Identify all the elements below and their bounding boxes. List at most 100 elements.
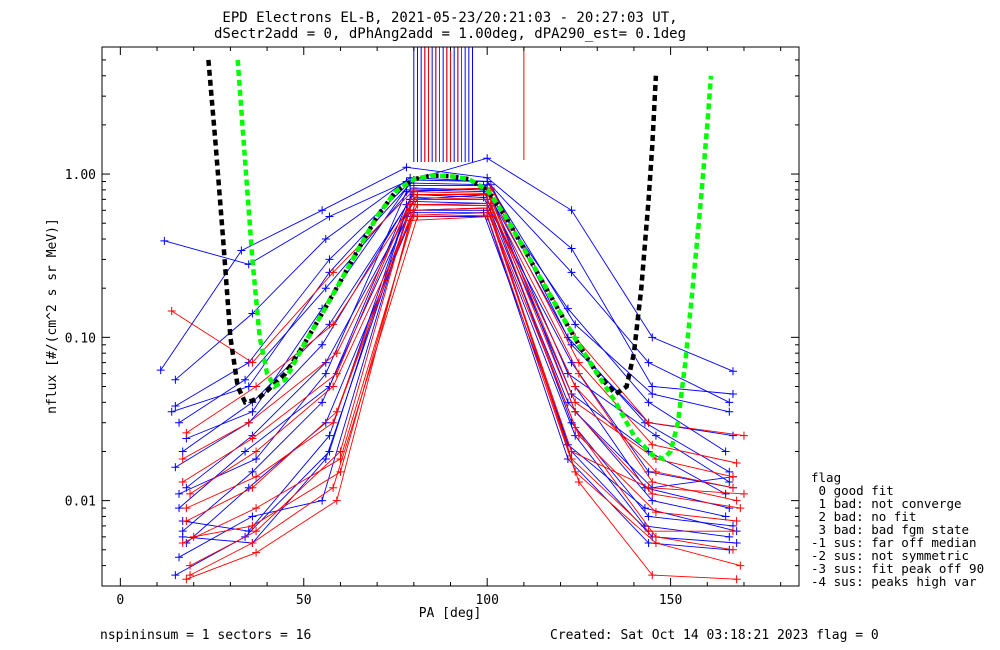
blue-sample-point-11-0 [175, 553, 184, 562]
blue-sample-point-2-0 [171, 375, 180, 384]
blue-sample-line-14 [178, 187, 730, 495]
blue-sample-point-10-7 [732, 539, 741, 548]
blue-sample-point-7-6 [648, 496, 657, 505]
y-axis-label: nflux [#/(cm^2 s sr MeV)] [45, 218, 60, 414]
blue-sample-point-17-2 [321, 454, 330, 463]
red-sample-line-0 [171, 187, 745, 437]
blue-sample-point-2-5 [567, 268, 576, 277]
blue-sample-point-7-7 [721, 512, 730, 521]
blue-sample-point-1-6 [648, 382, 657, 391]
x-tick-label-0: 0 [116, 593, 124, 608]
axes: 0 50 100 150 0.01 0.10 1.00 [65, 46, 799, 608]
blue-sample-line-2 [175, 177, 730, 403]
blue-sample-point-8-6 [644, 512, 653, 521]
red-sample-line-9 [186, 196, 734, 509]
red-sample-point-1-1 [252, 382, 261, 391]
red-sample-line-6 [189, 214, 741, 576]
red-sample-point-10-1 [248, 434, 257, 443]
green-fit-curve [235, 59, 714, 462]
blue-sample-line-15 [186, 182, 734, 439]
x-tick-label-1: 50 [296, 593, 312, 608]
red-sample-point-4-7 [732, 517, 741, 526]
blue-sample-point-11-6 [644, 539, 653, 548]
blue-sample-line-4 [178, 189, 730, 473]
blue-sample-point-0-6 [648, 333, 657, 342]
red-sample-point-11-4 [486, 201, 495, 210]
red-sample-point-5-1 [252, 504, 261, 513]
red-sample-point-3-6 [648, 489, 657, 498]
red-sample-point-0-1 [248, 358, 257, 367]
red-sample-point-7-6 [648, 571, 657, 580]
red-sample-point-8-0 [189, 532, 198, 541]
blue-sample-point-16-4 [483, 177, 492, 186]
red-sample-point-3-5 [571, 407, 580, 416]
blue-sample-line-1 [160, 166, 734, 395]
blue-sample-point-1-2 [318, 206, 327, 215]
legend-entry-5: -2 sus: not symmetric [811, 548, 969, 563]
red-sample-point-1-7 [732, 458, 741, 467]
blue-sample-point-6-7 [725, 504, 734, 513]
legend-entry-4: -1 sus: far off median [811, 535, 977, 550]
blue-sample-point-1-5 [567, 244, 576, 253]
red-sample-point-8-6 [644, 483, 653, 492]
flag-legend: flag 0 good fit 1 bad: not converge 2 ba… [811, 470, 984, 589]
blue-sample-point-2-6 [644, 358, 653, 367]
red-sample-point-0-2 [329, 268, 338, 277]
blue-sample-point-15-5 [567, 340, 576, 349]
red-sample-point-11-6 [651, 532, 660, 541]
blue-sample-point-9-2 [318, 398, 327, 407]
red-sample-point-3-1 [252, 447, 261, 456]
red-sample-point-11-0 [186, 561, 195, 570]
blue-sample-point-3-7 [721, 447, 730, 456]
blue-sample-point-4-0 [175, 418, 184, 427]
legend-entry-0: 0 good fit [811, 483, 894, 498]
blue-sample-point-14-7 [725, 478, 734, 487]
blue-sample-point-0-4 [483, 154, 492, 163]
legend-title: flag [811, 470, 841, 485]
red-sample-point-6-7 [736, 561, 745, 570]
blue-sample-point-2-1 [248, 309, 257, 318]
y-tick-label-2: 1.00 [65, 168, 96, 183]
red-sample-point-6-1 [248, 539, 257, 548]
red-sample-point-8-2 [336, 467, 345, 476]
red-sample-point-7-0 [182, 575, 191, 584]
blue-sample-line-17 [182, 207, 737, 544]
blue-sample-line-7 [186, 200, 726, 517]
x-axis-label: PA [deg] [419, 606, 482, 621]
blue-sample-point-4-2 [321, 284, 330, 293]
blue-sample-point-4-1 [241, 375, 250, 384]
red-sample-point-11-7 [728, 545, 737, 554]
red-sample-point-1-0 [182, 428, 191, 437]
blue-sample-point-8-0 [175, 504, 184, 513]
blue-sample-line-3 [175, 185, 726, 452]
blue-sample-point-11-1 [248, 512, 257, 521]
red-sample-point-6-3 [413, 212, 422, 221]
y-tick-label-1: 0.10 [65, 331, 96, 346]
blue-sample-point-14-0 [175, 489, 184, 498]
red-sample-line-5 [182, 212, 733, 544]
red-sample-point-6-2 [329, 483, 338, 492]
red-sample-line-8 [193, 207, 745, 538]
blue-sample-point-0-7 [728, 367, 737, 376]
legend-entry-7: -4 sus: peaks high var [811, 574, 977, 589]
red-sample-point-7-2 [332, 496, 341, 505]
red-sample-point-10-2 [332, 369, 341, 378]
red-sample-point-7-1 [252, 548, 261, 557]
blue-sample-point-7-2 [321, 358, 330, 367]
red-sample-point-11-1 [252, 527, 261, 536]
red-sample-point-3-2 [329, 382, 338, 391]
blue-sample-point-2-2 [321, 235, 330, 244]
legend-entry-1: 1 bad: not converge [811, 496, 962, 511]
x-tick-label-3: 150 [659, 593, 682, 608]
blue-sample-line-12 [175, 194, 734, 576]
blue-sample-point-16-1 [244, 382, 253, 391]
red-sample-point-8-7 [739, 489, 748, 498]
red-sample-point-9-3 [413, 193, 422, 202]
red-sample-point-1-5 [574, 358, 583, 367]
blue-sample-point-1-0 [156, 366, 165, 375]
blue-sample-point-15-7 [728, 431, 737, 440]
blue-sample-point-14-6 [651, 431, 660, 440]
blue-sample-line-5 [182, 194, 734, 489]
red-sample-point-5-0 [178, 539, 187, 548]
